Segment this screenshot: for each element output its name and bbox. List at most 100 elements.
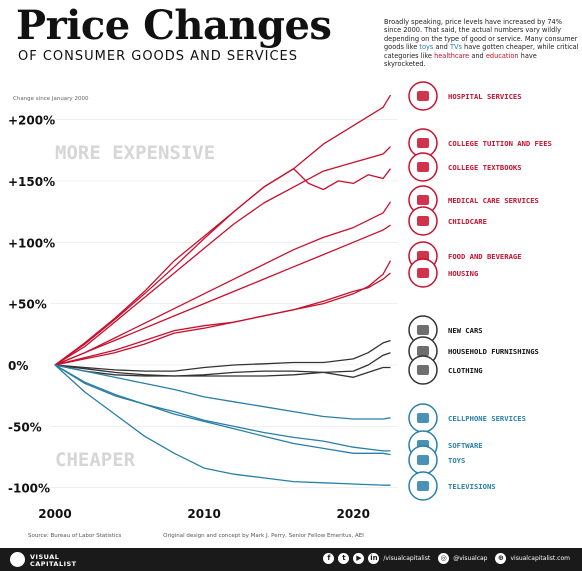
x-tick-label: 2000: [38, 507, 71, 521]
series-line-childcare: [54, 224, 391, 366]
series-line-new-cars: [54, 339, 391, 372]
legend-entry-college-tuition-and-fees: COLLEGE TUITION AND FEES: [408, 128, 552, 158]
intro-and: and: [433, 43, 450, 52]
series-line-household-furnishings: [54, 352, 391, 377]
series-line-software: [54, 364, 391, 452]
food-icon: [417, 251, 429, 261]
graduation-cap-icon: [417, 138, 429, 148]
twitter-icon[interactable]: t: [338, 553, 350, 564]
series-line-televisions: [54, 364, 391, 486]
series-line-housing: [54, 272, 391, 366]
legend-entry-toys: TOYS: [408, 445, 465, 475]
legend-label: CLOTHING: [448, 366, 483, 375]
legend-label: CHILDCARE: [448, 217, 487, 226]
region-label-cheaper: CHEAPER: [55, 449, 136, 471]
legend-entry-housing: HOUSING: [408, 258, 478, 288]
facebook-icon[interactable]: f: [323, 553, 335, 564]
intro-text: Broadly speaking, price levels have incr…: [384, 18, 580, 68]
legend-label: HOSPITAL SERVICES: [448, 92, 522, 101]
visual-capitalist-logo-icon: [10, 552, 25, 567]
y-tick-label: -100%: [8, 482, 50, 496]
car-icon: [417, 325, 429, 335]
house-icon-shape: [417, 268, 429, 278]
intro-healthcare: healthcare: [434, 51, 470, 60]
legend-entry-childcare: CHILDCARE: [408, 206, 487, 236]
website-icon[interactable]: ⊕: [495, 553, 507, 564]
legend-label: SOFTWARE: [448, 441, 483, 450]
intro-and-2: and: [469, 51, 486, 60]
phone-icon-shape: [417, 413, 429, 423]
legend-entry-hospital-services: HOSPITAL SERVICES: [408, 81, 522, 111]
sofa-icon-shape: [417, 346, 429, 356]
house-icon: [417, 268, 429, 278]
legend-label: COLLEGE TEXTBOOKS: [448, 163, 522, 172]
hospital-icon: [417, 91, 429, 101]
legend-entry-televisions: TELEVISIONS: [408, 471, 496, 501]
legend-label: MEDICAL CARE SERVICES: [448, 196, 539, 205]
youtube-icon[interactable]: ▶: [353, 553, 365, 564]
y-tick-label: +100%: [8, 236, 55, 250]
legend-entry-cellphone-services: CELLPHONE SERVICES: [408, 403, 526, 433]
legend-label: TELEVISIONS: [448, 482, 496, 491]
y-tick-label: 0%: [8, 359, 28, 373]
x-tick-label: 2010: [187, 507, 220, 521]
x-tick-label: 2020: [337, 507, 370, 521]
intro-toys: toys: [419, 43, 434, 52]
legend-entry-medical-care-services: MEDICAL CARE SERVICES: [408, 185, 539, 215]
series-line-food-and-beverage: [54, 260, 392, 366]
legend-label: CELLPHONE SERVICES: [448, 414, 526, 423]
legend-label: NEW CARS: [448, 326, 483, 335]
shirt-icon-shape: [417, 365, 429, 375]
brand-name: VISUAL CAPITALIST: [30, 554, 77, 567]
food-icon-shape: [417, 251, 429, 261]
tv-icon: [417, 481, 429, 491]
series-line-college-textbooks: [54, 168, 392, 366]
social-handle-2[interactable]: @visualcap: [453, 555, 488, 562]
series-line-college-tuition-and-fees: [54, 146, 391, 366]
source-text: Source: Bureau of Labor Statistics: [28, 533, 122, 539]
bear-icon-shape: [417, 455, 429, 465]
hospital-icon-shape: [417, 91, 429, 101]
intro-part-1: Broadly speaking, price levels have incr…: [384, 18, 578, 52]
intro-education: education: [485, 51, 519, 60]
instagram-icon[interactable]: ◎: [438, 553, 450, 564]
page-title: Price Changes: [16, 2, 332, 49]
series-line-clothing: [54, 364, 391, 378]
legend-label: HOUSING: [448, 269, 478, 278]
book-icon-shape: [417, 162, 429, 172]
social-handle-1[interactable]: /visualcapitalist: [383, 555, 431, 562]
y-tick-label: +200%: [8, 114, 55, 128]
tv-icon-shape: [417, 481, 429, 491]
graduation-cap-icon-shape: [417, 138, 429, 148]
y-axis-label: Change since January 2000: [13, 96, 89, 102]
legend-label: COLLEGE TUITION AND FEES: [448, 139, 552, 148]
credits: Source: Bureau of Labor Statistics Origi…: [28, 533, 404, 539]
intro-part-3: have skyrocketed.: [384, 51, 537, 69]
legend-entry-clothing: CLOTHING: [408, 355, 483, 385]
stroller-icon: [417, 216, 429, 226]
series-line-toys: [54, 364, 391, 456]
legend-label: TOYS: [448, 456, 465, 465]
social-links: f t ▶ in /visualcapitalist ◎ @visualcap …: [323, 553, 574, 564]
intro-part-2: have gotten cheaper, while critical cate…: [384, 43, 579, 60]
legend-label: HOUSEHOLD FURNISHINGS: [448, 347, 539, 356]
sofa-icon: [417, 346, 429, 356]
legend-entry-new-cars: NEW CARS: [408, 315, 483, 345]
y-tick-label: +150%: [8, 175, 55, 189]
website-link[interactable]: visualcapitalist.com: [510, 555, 570, 562]
car-icon-shape: [417, 325, 429, 335]
linkedin-icon[interactable]: in: [368, 553, 380, 564]
shirt-icon: [417, 365, 429, 375]
bear-icon: [417, 455, 429, 465]
y-tick-label: -50%: [8, 420, 42, 434]
legend-label: FOOD AND BEVERAGE: [448, 252, 522, 261]
camera-icon-shape: [417, 195, 429, 205]
series-line-cellphone-services: [54, 364, 391, 420]
page-subtitle: OF CONSUMER GOODS AND SERVICES: [18, 49, 298, 64]
brand-line-1: VISUAL: [30, 553, 60, 561]
legend-entry-college-textbooks: COLLEGE TEXTBOOKS: [408, 152, 522, 182]
brand-line-2: CAPITALIST: [30, 559, 77, 568]
credit-text: Original design and concept by Mark J. P…: [163, 533, 364, 539]
